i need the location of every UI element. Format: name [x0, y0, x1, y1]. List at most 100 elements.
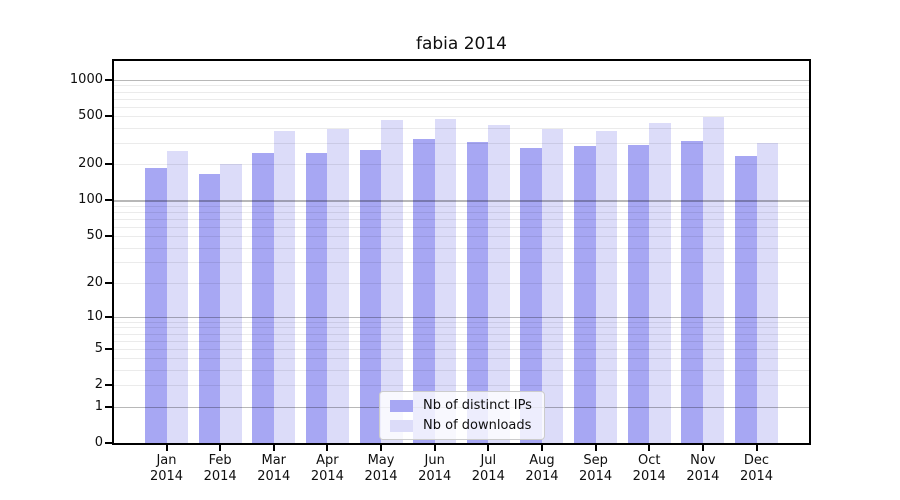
bar-ips-may: [359, 150, 382, 443]
gridline-minor-500: [114, 116, 809, 118]
x-tick-month: Feb: [208, 453, 232, 468]
y-tick-label-2: 2: [94, 377, 103, 393]
bar-downloads-mar: [273, 131, 296, 443]
plot-area: [112, 59, 811, 445]
bar-downloads-feb: [220, 164, 242, 443]
y-tick-label-0: 0: [94, 435, 103, 450]
x-tick-label-apr: Apr 2014: [295, 453, 359, 485]
x-tick-year: 2014: [364, 469, 398, 484]
bar-ips-oct: [627, 145, 650, 443]
x-tick-mark-jul: [487, 445, 490, 451]
y-tick-mark-2: [105, 384, 112, 387]
x-tick-label-jan: Jan 2014: [135, 453, 199, 485]
x-tick-month: Aug: [529, 453, 555, 468]
x-tick-mark-nov: [701, 445, 704, 451]
gridline-minor-700: [114, 98, 809, 100]
gridline-minor-900: [114, 85, 809, 87]
gridline-major-10: [114, 316, 809, 319]
x-tick-year: 2014: [203, 469, 237, 484]
x-tick-mark-sep: [594, 445, 597, 451]
y-tick-label-500: 500: [78, 108, 103, 124]
x-tick-month: Nov: [690, 453, 716, 468]
x-tick-label-dec: Dec 2014: [725, 453, 789, 485]
x-tick-mark-aug: [540, 445, 543, 451]
x-tick-mark-apr: [326, 445, 329, 451]
x-tick-year: 2014: [739, 469, 774, 484]
bar-downloads-jan: [166, 151, 188, 443]
gridline-minor-60: [114, 226, 809, 228]
y-tick-mark-50: [105, 235, 112, 238]
x-tick-year: 2014: [257, 469, 291, 484]
y-tick-label-200: 200: [78, 156, 103, 172]
gridline-minor-9: [114, 321, 809, 323]
gridline-minor-8: [114, 327, 809, 329]
bar-ips-jun: [413, 138, 435, 443]
bar-downloads-may: [381, 119, 403, 443]
y-tick-mark-0: [105, 442, 112, 444]
x-tick-mark-jan: [165, 445, 168, 451]
bar-ips-feb: [198, 174, 221, 443]
x-tick-month: Dec: [743, 453, 770, 468]
bar-downloads-oct: [649, 123, 671, 443]
x-tick-label-jun: Jun 2014: [403, 453, 467, 485]
gridline-minor-5: [114, 348, 809, 350]
y-tick-mark-20: [105, 281, 112, 284]
bar-ips-apr: [305, 152, 328, 443]
y-tick-label-1000: 1000: [69, 71, 103, 87]
x-tick-label-nov: Nov 2014: [671, 453, 735, 485]
y-tick-mark-1: [105, 405, 112, 408]
bar-ips-jul: [466, 142, 489, 443]
x-tick-year: 2014: [525, 469, 559, 484]
x-tick-label-may: May 2014: [349, 453, 413, 485]
gridline-minor-80: [114, 211, 809, 213]
gridline-minor-50: [114, 236, 809, 238]
chart-title: fabia 2014: [415, 34, 507, 54]
bar-downloads-jul: [488, 124, 510, 443]
gridline-minor-20: [114, 282, 809, 284]
x-tick-year: 2014: [149, 469, 184, 484]
gridline-major-1000: [114, 79, 809, 81]
x-tick-month: Sep: [583, 453, 608, 468]
gridline-minor-600: [114, 106, 809, 108]
bar-ips-dec: [735, 155, 757, 443]
y-tick-label-10: 10: [86, 308, 103, 324]
bar-ips-mar: [252, 152, 274, 443]
bar-downloads-sep: [595, 131, 618, 443]
gridline-minor-800: [114, 91, 809, 93]
x-tick-mark-may: [380, 445, 383, 451]
gridline-minor-200: [114, 164, 809, 166]
x-tick-label-aug: Aug 2014: [510, 453, 574, 485]
bar-downloads-aug: [541, 129, 564, 443]
gridline-minor-2: [114, 385, 809, 387]
y-tick-label-20: 20: [86, 274, 103, 290]
bar-downloads-apr: [327, 129, 349, 443]
gridline-major-100: [114, 200, 809, 202]
legend-label: Nb of distinct IPs: [423, 398, 532, 413]
legend-swatch-downloads: [390, 419, 413, 432]
x-tick-month: Jan: [156, 453, 177, 468]
x-tick-month: Apr: [316, 453, 339, 468]
bar-downloads-jun: [434, 118, 457, 443]
y-tick-mark-500: [105, 115, 112, 118]
gridline-minor-40: [114, 247, 809, 249]
x-tick-month: Jun: [424, 453, 445, 468]
y-tick-mark-200: [105, 163, 112, 166]
bar-ips-sep: [574, 146, 596, 443]
legend-swatch-distinct-ips: [390, 399, 413, 412]
x-tick-month: Jul: [480, 453, 497, 468]
gridline-minor-3: [114, 370, 809, 372]
legend-item-downloads: Nb of downloads: [390, 418, 532, 433]
x-tick-year: 2014: [418, 469, 452, 484]
gridline-minor-6: [114, 340, 809, 342]
x-tick-label-mar: Mar 2014: [242, 453, 306, 485]
x-tick-year: 2014: [632, 469, 666, 484]
bar-downloads-dec: [756, 142, 778, 443]
y-tick-mark-1000: [105, 78, 112, 81]
y-tick-mark-10: [105, 315, 112, 318]
x-tick-mark-feb: [219, 445, 222, 451]
y-tick-mark-100: [105, 199, 112, 202]
x-tick-label-oct: Oct 2014: [617, 453, 681, 485]
y-tick-label-5: 5: [94, 340, 103, 356]
legend-label: Nb of downloads: [423, 418, 532, 433]
